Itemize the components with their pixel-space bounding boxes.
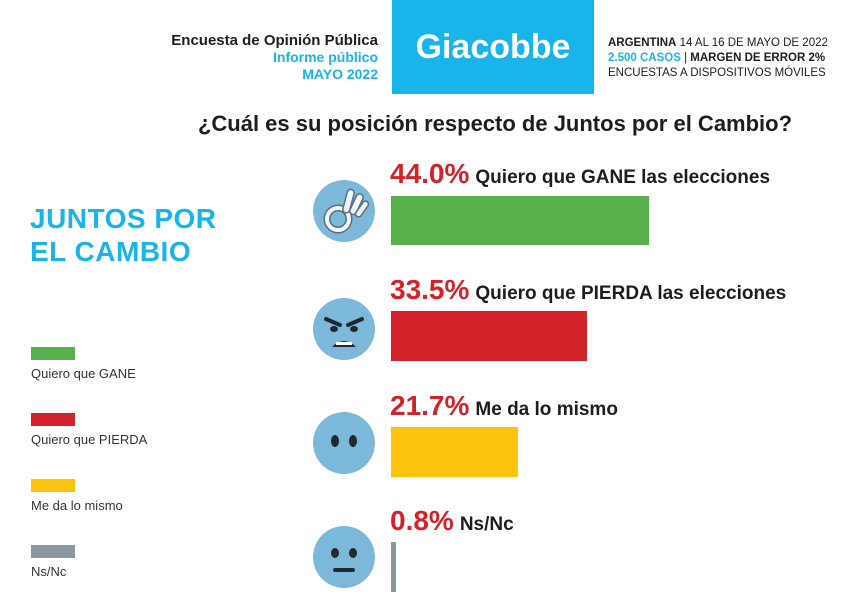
legend-item-pierda: Quiero que PIERDA [31,413,147,447]
legend-swatch [31,347,75,360]
blank-face-icon [313,412,375,474]
survey-title: Encuesta de Opinión Pública [171,32,378,49]
data-label: 33.5% [390,274,470,305]
data-label: 0.8% [390,505,454,536]
category-label: Quiero que PIERDA las elecciones [475,283,787,304]
legend-label: Ns/Nc [31,564,67,579]
legend-item-mismo: Me da lo mismo [31,479,123,513]
bar-label-gane: 44.0% Quiero que GANE las elecciones [390,160,770,188]
legend-item-gane: Quiero que GANE [31,347,136,381]
header-right: ARGENTINA 14 AL 16 DE MAYO DE 2022 2.500… [608,36,828,81]
legend-swatch [31,479,75,492]
bar-label-pierda: 33.5% Quiero que PIERDA las elecciones [390,276,786,304]
data-label: 44.0% [390,158,470,189]
legend-item-nsnc: Ns/Nc [31,545,75,579]
category-label: Me da lo mismo [475,399,618,420]
bar-gane [391,196,649,245]
party-name-line2: EL CAMBIO [30,236,192,267]
bar-label-mismo: 21.7% Me da lo mismo [390,392,618,420]
legend-swatch [31,413,75,426]
header-left: Encuesta de Opinión Pública Informe públ… [171,32,378,83]
legend-label: Quiero que GANE [31,366,136,381]
neutral-face-icon [313,526,375,588]
brand-logo: Giacobbe [392,0,594,94]
bar-mismo [391,427,518,477]
country: ARGENTINA [608,37,677,49]
error-margin: MARGEN DE ERROR 2% [690,52,826,64]
case-count: 2.500 CASOS [608,52,681,64]
legend-label: Quiero que PIERDA [31,432,148,447]
angry-face-icon [313,298,375,360]
survey-method: ENCUESTAS A DISPOSITIVOS MÓVILES [608,67,826,79]
category-label: Quiero que GANE las elecciones [475,167,771,188]
report-type: Informe público [273,49,378,65]
legend-label: Me da lo mismo [31,498,123,513]
survey-dates: 14 AL 16 DE MAYO DE 2022 [679,37,828,49]
party-name-line1: JUNTOS POR [30,203,217,234]
separator: | [684,52,688,64]
report-date: MAYO 2022 [302,66,378,82]
bar-label-nsnc: 0.8% Ns/Nc [390,507,514,535]
ok-hand-icon [313,180,375,242]
party-name: JUNTOS POR EL CAMBIO [30,202,217,268]
category-label: Ns/Nc [459,514,514,535]
data-label: 21.7% [390,390,470,421]
legend-swatch [31,545,75,558]
chart-question: ¿Cuál es su posición respecto de Juntos … [197,111,793,136]
bar-pierda [391,311,587,361]
bar-nsnc [391,542,396,592]
